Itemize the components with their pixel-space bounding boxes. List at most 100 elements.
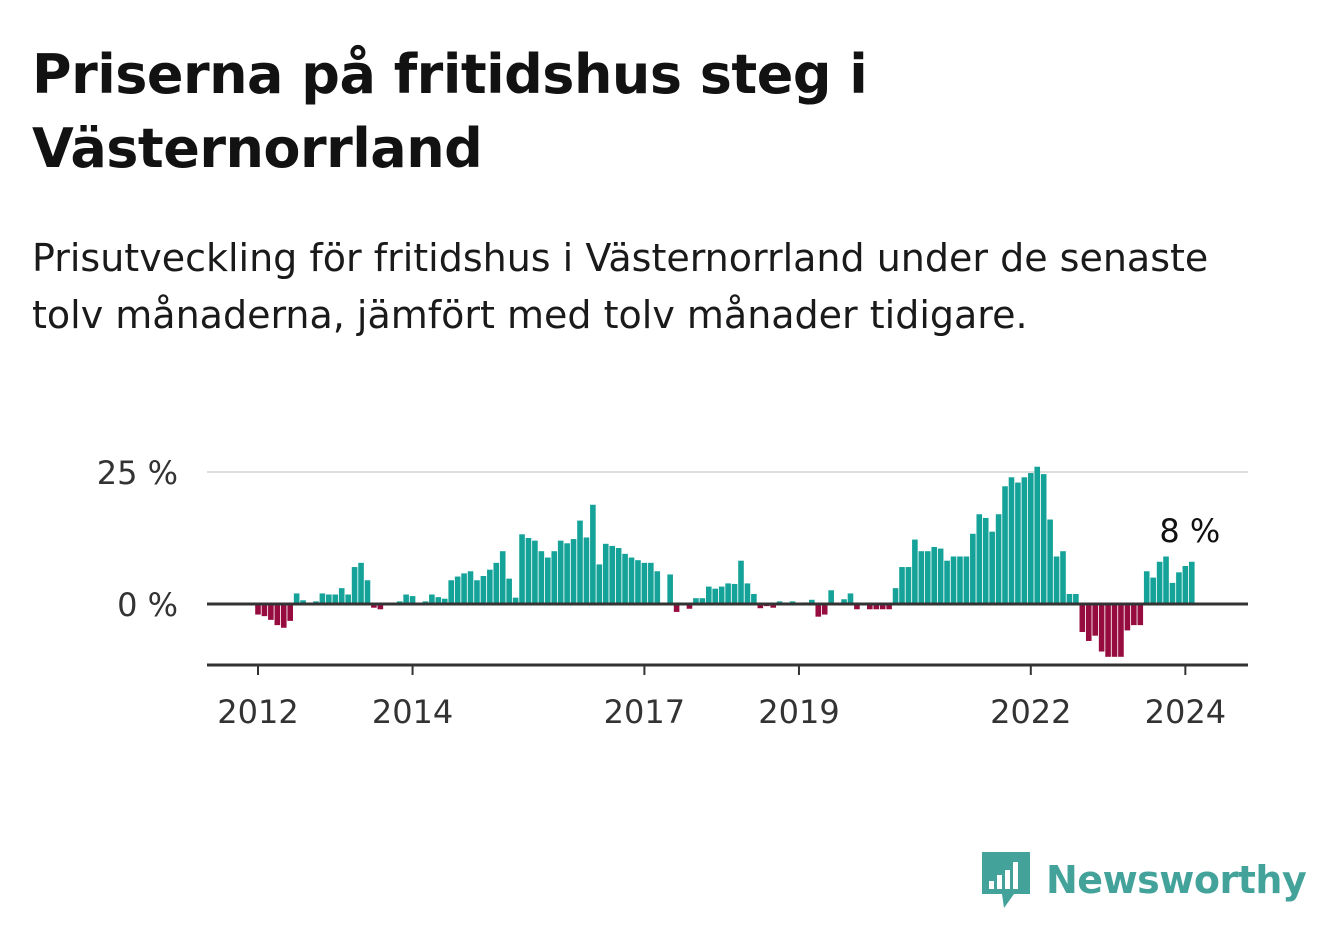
bar [1092, 604, 1098, 636]
bar [525, 538, 532, 604]
bar [886, 604, 892, 610]
bar [879, 604, 886, 610]
bar [1047, 519, 1053, 604]
bar [532, 540, 538, 604]
newsworthy-logo: Newsworthy [980, 850, 1307, 910]
x-tick-label: 2012 [217, 693, 298, 731]
bar [854, 604, 860, 610]
bar [718, 586, 725, 604]
bar [867, 604, 873, 610]
bar [519, 534, 525, 604]
bar [963, 556, 970, 604]
x-tick-label: 2014 [372, 693, 453, 731]
bar [892, 588, 899, 604]
bar [699, 598, 706, 604]
bar [377, 604, 384, 610]
bar [1079, 604, 1086, 632]
bar [564, 543, 570, 604]
bar [706, 586, 712, 604]
bar [1034, 466, 1041, 604]
bar [557, 540, 564, 604]
bar [487, 569, 493, 604]
bar [1060, 551, 1066, 604]
bar [648, 562, 654, 604]
bar [1137, 604, 1144, 626]
bar [493, 562, 500, 604]
bar [1066, 593, 1073, 604]
bar [641, 562, 648, 604]
last-value-label: 8 % [1159, 512, 1220, 550]
bar [693, 598, 699, 604]
bar [673, 604, 680, 612]
bar [1163, 556, 1169, 604]
bar [809, 599, 815, 604]
bar [1131, 604, 1137, 626]
bar [577, 520, 583, 604]
bar [950, 556, 957, 604]
bar [461, 573, 467, 604]
bar [970, 533, 976, 604]
bar [847, 593, 854, 604]
y-tick-label: 0 % [117, 586, 178, 624]
bar [467, 571, 474, 604]
bar [899, 567, 905, 604]
bar [454, 576, 461, 604]
bar [686, 604, 693, 609]
bar [255, 604, 261, 615]
brand-name: Newsworthy [1046, 858, 1307, 902]
bar [738, 560, 744, 604]
bar [828, 590, 834, 604]
bar [1105, 604, 1111, 657]
bar [1150, 577, 1156, 604]
bar [1156, 561, 1163, 604]
bar [1015, 482, 1021, 604]
bar [944, 560, 950, 604]
bar [1040, 474, 1047, 604]
bar [1098, 604, 1105, 652]
bar [937, 548, 944, 604]
bar [293, 593, 300, 604]
x-tick-label: 2019 [758, 693, 839, 731]
bar [1002, 486, 1008, 604]
bar [1182, 565, 1189, 604]
x-tick-label: 2017 [604, 693, 685, 731]
bar [274, 604, 281, 626]
bar [1118, 604, 1124, 657]
bar [551, 551, 558, 604]
bar [1124, 604, 1131, 631]
bar [815, 604, 822, 617]
bar [912, 539, 918, 604]
bar [667, 574, 673, 604]
bar [905, 567, 912, 604]
bar [512, 597, 519, 604]
bar [712, 588, 719, 604]
bar [982, 517, 989, 604]
bar [441, 598, 448, 604]
bar [770, 604, 776, 608]
bar [358, 562, 364, 604]
bar [1143, 571, 1150, 604]
bar-chart-speech-bubble-icon [982, 852, 1030, 908]
bar [338, 588, 345, 604]
bar [280, 604, 287, 628]
bar [570, 539, 577, 604]
bar [435, 597, 442, 604]
bar [1189, 561, 1195, 604]
bar [744, 583, 751, 604]
bar [583, 537, 590, 604]
y-tick-label: 25 % [97, 454, 178, 492]
bar [1008, 477, 1015, 604]
bar [1028, 473, 1034, 604]
bar [654, 571, 661, 604]
bar [1053, 556, 1060, 604]
bar [635, 560, 641, 604]
bar [429, 594, 435, 604]
bar [480, 576, 487, 604]
bar [1085, 604, 1092, 641]
bar [989, 531, 995, 604]
bar [448, 580, 454, 604]
bar [615, 548, 622, 604]
bar [506, 578, 512, 604]
chart-title: Priserna på fritidshus steg i Västernorr… [32, 43, 868, 180]
x-tick-label: 2022 [990, 693, 1071, 731]
